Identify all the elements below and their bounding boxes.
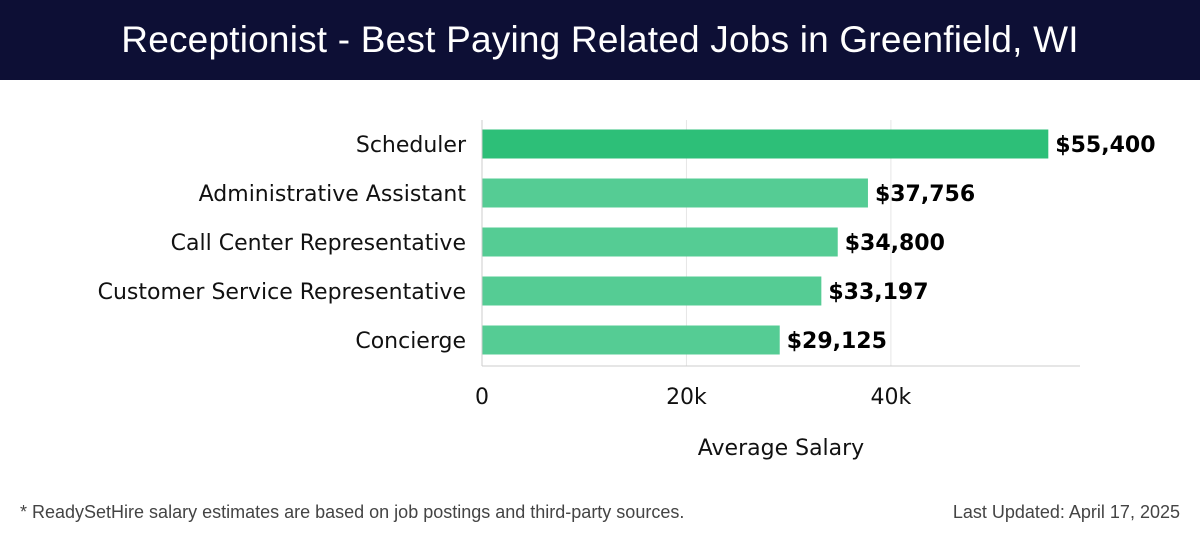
x-tick-label: 20k xyxy=(666,385,707,410)
value-label: $29,125 xyxy=(787,329,887,354)
value-label: $34,800 xyxy=(845,231,945,256)
title-banner: Receptionist - Best Paying Related Jobs … xyxy=(0,0,1200,80)
value-label: $33,197 xyxy=(828,280,928,305)
category-label: Scheduler xyxy=(356,133,467,158)
bar xyxy=(482,276,822,306)
chart-bars xyxy=(482,129,1049,355)
bar xyxy=(482,129,1049,159)
salary-bar-chart: Scheduler $55,400 Administrative Assistant… xyxy=(98,120,1156,461)
x-axis-label: Average Salary xyxy=(698,436,864,461)
bar xyxy=(482,227,838,257)
x-tick-label: 0 xyxy=(475,385,489,410)
category-label: Call Center Representative xyxy=(171,231,466,256)
bar xyxy=(482,178,868,208)
footer-last-updated: Last Updated: April 17, 2025 xyxy=(952,502,1180,522)
category-label: Administrative Assistant xyxy=(199,182,467,207)
chart-labels: Scheduler $55,400 Administrative Assistant… xyxy=(98,133,1156,354)
x-tick-label: 40k xyxy=(871,385,912,410)
footer-disclaimer: * ReadySetHire salary estimates are base… xyxy=(20,502,685,522)
category-label: Customer Service Representative xyxy=(98,280,466,305)
value-label: $37,756 xyxy=(875,182,975,207)
value-label: $55,400 xyxy=(1055,133,1155,158)
category-label: Concierge xyxy=(355,329,466,354)
page-title: Receptionist - Best Paying Related Jobs … xyxy=(121,19,1079,60)
bar xyxy=(482,325,780,355)
x-axis-ticks: 0 20k 40k xyxy=(475,385,912,410)
